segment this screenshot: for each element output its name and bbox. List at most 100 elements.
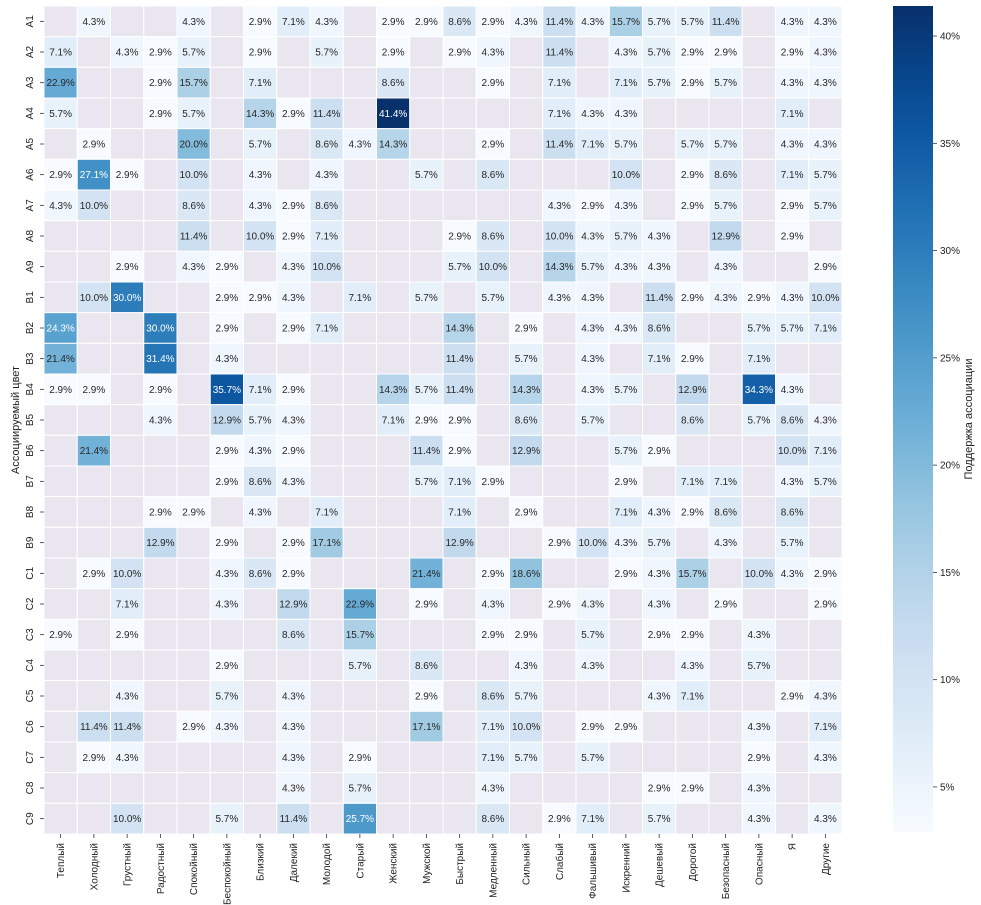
heatmap-cell bbox=[110, 36, 145, 68]
heatmap-cell bbox=[276, 373, 311, 406]
cell-value-label: 4.3% bbox=[714, 262, 737, 273]
colorbar-tick-label: 5% bbox=[940, 782, 955, 793]
heatmap-cell-empty bbox=[475, 189, 510, 222]
y-tick-label: A6 bbox=[25, 168, 36, 181]
cell-value-label: 22.9% bbox=[46, 78, 74, 89]
cell-value-label: 8.6% bbox=[448, 17, 471, 28]
heatmap-cell bbox=[376, 373, 411, 406]
heatmap-cell bbox=[808, 802, 843, 835]
cell-value-label: 4.3% bbox=[648, 262, 671, 273]
heatmap-cell bbox=[808, 250, 843, 283]
heatmap-cell-empty bbox=[243, 588, 278, 620]
cell-value-label: 2.9% bbox=[249, 48, 272, 59]
cell-value-label: 8.6% bbox=[481, 814, 504, 825]
heatmap-cell-empty bbox=[642, 710, 677, 743]
heatmap-cell-empty bbox=[309, 465, 344, 498]
heatmap-cell-empty bbox=[342, 250, 377, 283]
cell-value-label: 7.1% bbox=[315, 324, 338, 335]
cell-value-label: 4.3% bbox=[282, 293, 305, 304]
cell-value-label: 4.3% bbox=[814, 48, 837, 59]
heatmap-cell-empty bbox=[243, 741, 278, 774]
cell-value-label: 2.9% bbox=[415, 692, 438, 703]
cell-value-label: 4.3% bbox=[814, 78, 837, 89]
cell-value-label: 5.7% bbox=[581, 262, 604, 273]
cell-value-label: 12.9% bbox=[279, 600, 307, 611]
cell-value-label: 7.1% bbox=[814, 324, 837, 335]
cell-value-label: 25.7% bbox=[346, 814, 374, 825]
heatmap-cell-empty bbox=[509, 802, 544, 835]
heatmap-cell bbox=[409, 588, 444, 620]
heatmap-cell-empty bbox=[176, 741, 211, 774]
heatmap-cell-empty bbox=[542, 342, 577, 375]
heatmap-cell-empty bbox=[176, 373, 211, 406]
x-tick-label: Сильный bbox=[522, 843, 533, 885]
heatmap-cell bbox=[775, 220, 810, 252]
heatmap-cell-empty bbox=[110, 496, 145, 528]
cell-value-label: 4.3% bbox=[814, 692, 837, 703]
cell-value-label: 5.7% bbox=[781, 538, 804, 549]
heatmap-cell bbox=[110, 680, 145, 712]
heatmap-cell-empty bbox=[542, 496, 577, 528]
heatmap-cell-empty bbox=[708, 710, 743, 743]
cell-value-label: 4.3% bbox=[781, 385, 804, 396]
heatmap-cell-empty bbox=[309, 557, 344, 590]
cell-value-label: 2.9% bbox=[448, 48, 471, 59]
heatmap-cell-empty bbox=[243, 250, 278, 283]
cell-value-label: 11.4% bbox=[80, 722, 108, 733]
cell-value-label: 7.1% bbox=[781, 170, 804, 181]
heatmap-cell-empty bbox=[741, 128, 776, 160]
cell-value-label: 12.9% bbox=[146, 538, 174, 549]
cell-value-label: 2.9% bbox=[481, 477, 504, 488]
x-tick-label: Грустный bbox=[123, 843, 134, 886]
cell-value-label: 4.3% bbox=[282, 416, 305, 427]
heatmap-cell bbox=[376, 66, 411, 99]
heatmap-cell bbox=[475, 128, 510, 160]
heatmap-cell bbox=[642, 496, 677, 528]
heatmap-cell-empty bbox=[675, 220, 710, 252]
cell-value-label: 5.7% bbox=[415, 293, 438, 304]
heatmap-cell-empty bbox=[342, 312, 377, 344]
heatmap-cell-empty bbox=[708, 404, 743, 436]
heatmap-cell bbox=[110, 250, 145, 283]
cell-value-label: 4.3% bbox=[581, 293, 604, 304]
cell-value-label: 2.9% bbox=[448, 446, 471, 457]
x-tick-label: Мужской bbox=[422, 843, 433, 884]
heatmap-cell bbox=[110, 618, 145, 651]
heatmap-cell-empty bbox=[110, 772, 145, 804]
heatmap-cell-empty bbox=[143, 434, 178, 467]
heatmap-cell-empty bbox=[309, 802, 344, 835]
cell-value-label: 8.6% bbox=[481, 232, 504, 243]
heatmap-cell-empty bbox=[675, 312, 710, 344]
cell-value-label: 7.1% bbox=[481, 753, 504, 764]
cell-value-label: 2.9% bbox=[282, 201, 305, 212]
colorbar-tick-label: 40% bbox=[940, 32, 960, 43]
heatmap-cell-empty bbox=[409, 741, 444, 774]
heatmap-cell bbox=[575, 5, 610, 38]
x-tick-label: Беспокойный bbox=[222, 843, 233, 905]
cell-value-label: 2.9% bbox=[82, 385, 105, 396]
heatmap-cell bbox=[808, 434, 843, 467]
cell-value-label: 11.4% bbox=[113, 722, 141, 733]
heatmap-cell bbox=[409, 680, 444, 712]
heatmap-cell-empty bbox=[342, 66, 377, 99]
heatmap-cell-empty bbox=[209, 36, 244, 68]
cell-value-label: 2.9% bbox=[515, 508, 538, 519]
cell-value-label: 5.7% bbox=[747, 324, 770, 335]
cell-value-label: 7.1% bbox=[581, 814, 604, 825]
cell-value-label: 8.6% bbox=[648, 324, 671, 335]
x-tick-label: Старый bbox=[355, 843, 366, 879]
heatmap-cell bbox=[675, 465, 710, 498]
heatmap-cell-empty bbox=[409, 220, 444, 252]
heatmap-cell-empty bbox=[775, 649, 810, 682]
heatmap-cell bbox=[808, 66, 843, 99]
cell-value-label: 4.3% bbox=[282, 692, 305, 703]
heatmap-cell bbox=[675, 281, 710, 314]
heatmap-cell-empty bbox=[76, 802, 111, 835]
heatmap-cell-empty bbox=[110, 128, 145, 160]
heatmap-cell-empty bbox=[76, 772, 111, 804]
heatmap-cell-empty bbox=[143, 649, 178, 682]
x-tick-label: Спокойный bbox=[189, 843, 200, 895]
heatmap-cell bbox=[475, 220, 510, 252]
cell-value-label: 15.7% bbox=[678, 569, 706, 580]
cell-value-label: 14.3% bbox=[512, 385, 540, 396]
